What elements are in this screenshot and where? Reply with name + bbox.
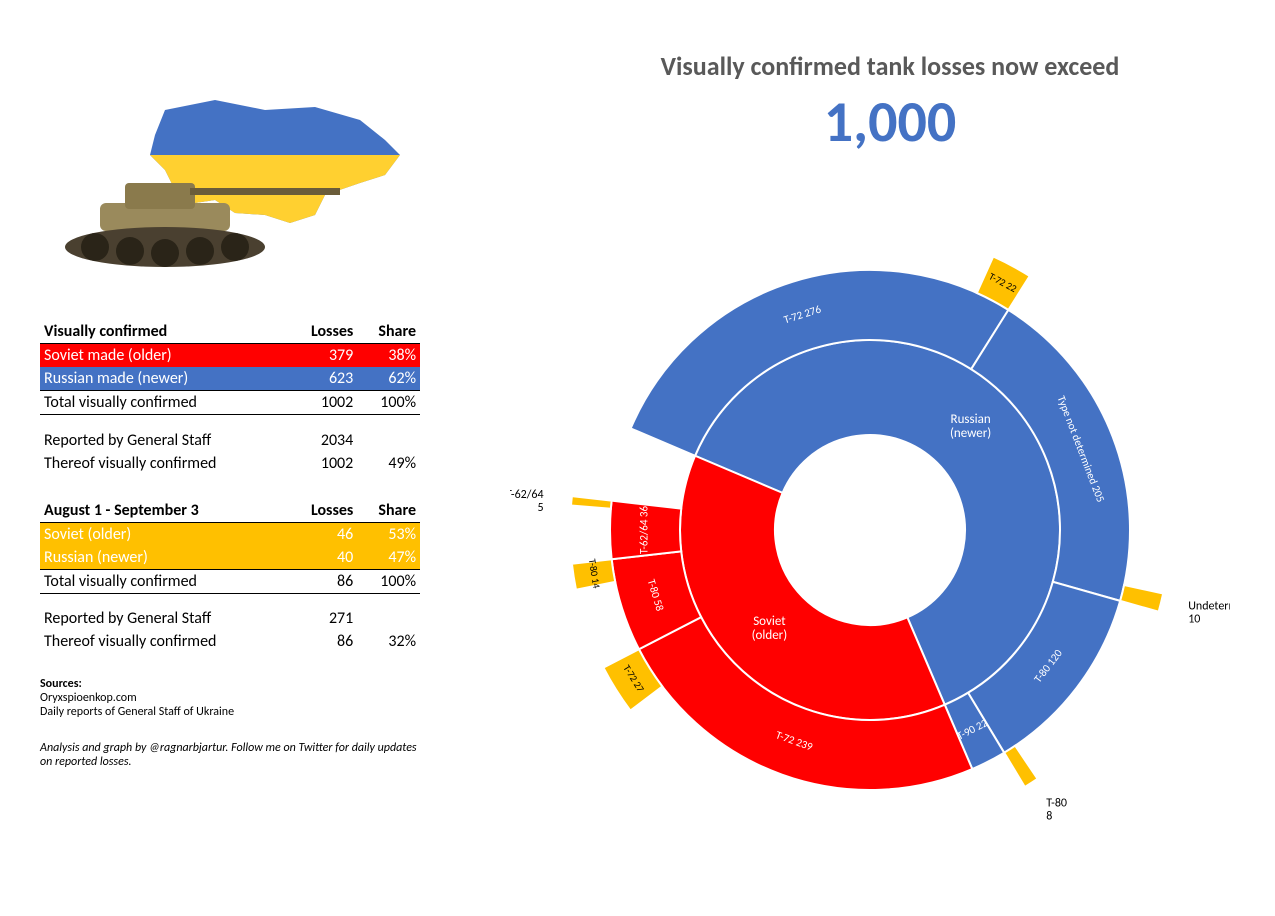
table-visually-confirmed: Visually confirmed Losses Share Soviet m… [40,320,420,475]
cell-label: Russian (newer) [40,546,288,570]
cell-share: 53% [357,522,420,546]
sunburst-label: Soviet(older) [752,614,788,643]
cell-share: 49% [357,452,420,475]
page-title: Visually confirmed tank losses now excee… [540,50,1240,157]
table-row: Total visually confirmed 86 100% [40,569,420,593]
cell-losses: 86 [288,569,357,593]
source-line: Daily reports of General Staff of Ukrain… [40,705,420,719]
table-header-row: August 1 - September 3 Losses Share [40,499,420,523]
col-label: August 1 - September 3 [40,499,288,523]
sunburst-ext-label: Undetermined10 [1188,599,1230,626]
cell-losses: 2034 [288,429,357,452]
sunburst-outer-slice [1004,746,1037,787]
table-row: Thereof visually confirmed 86 32% [40,630,420,653]
col-share: Share [357,320,420,344]
ukraine-tank-icon [55,85,425,295]
data-tables: Visually confirmed Losses Share Soviet m… [40,320,420,769]
table-row: Russian (newer) 40 47% [40,546,420,570]
cell-losses: 1002 [288,452,357,475]
table-august-period: August 1 - September 3 Losses Share Sovi… [40,499,420,654]
table-row: Soviet made (older) 379 38% [40,344,420,368]
cell-share: 100% [357,391,420,415]
cell-label: Russian made (newer) [40,367,288,391]
cell-losses: 623 [288,367,357,391]
col-share: Share [357,499,420,523]
table-row: Total visually confirmed 1002 100% [40,391,420,415]
hero-illustration [55,85,425,295]
cell-label: Total visually confirmed [40,391,288,415]
cell-losses: 271 [288,607,357,630]
title-text: Visually confirmed tank losses now excee… [540,50,1240,82]
cell-label: Soviet (older) [40,522,288,546]
sunburst-label: T-62/64 36 [638,506,651,554]
sunburst-ext-label: T-808 [1046,797,1067,824]
col-label: Visually confirmed [40,320,288,344]
col-losses: Losses [288,320,357,344]
cell-label: Reported by General Staff [40,607,288,630]
col-losses: Losses [288,499,357,523]
cell-label: Reported by General Staff [40,429,288,452]
sunburst-outer-slice [571,496,612,509]
cell-share: 32% [357,630,420,653]
cell-losses: 1002 [288,391,357,415]
cell-label: Soviet made (older) [40,344,288,368]
title-number: 1,000 [540,86,1240,157]
cell-label: Thereof visually confirmed [40,630,288,653]
cell-losses: 379 [288,344,357,368]
table-row: Russian made (newer) 623 62% [40,367,420,391]
table-header-row: Visually confirmed Losses Share [40,320,420,344]
cell-label: Thereof visually confirmed [40,452,288,475]
cell-label: Total visually confirmed [40,569,288,593]
cell-share [357,607,420,630]
cell-share: 62% [357,367,420,391]
sources-block: Sources: Oryxspioenkop.com Daily reports… [40,677,420,719]
cell-losses: 86 [288,630,357,653]
cell-losses: 40 [288,546,357,570]
sunburst-ext-label: T-62/645 [510,488,544,515]
table-row: Reported by General Staff 271 [40,607,420,630]
table-row: Reported by General Staff 2034 [40,429,420,452]
cell-share [357,429,420,452]
sunburst-chart: Russian(newer)Soviet(older)T-72 276Type … [510,190,1230,910]
table-row: Soviet (older) 46 53% [40,522,420,546]
cell-losses: 46 [288,522,357,546]
cell-share: 38% [357,344,420,368]
table-row: Thereof visually confirmed 1002 49% [40,452,420,475]
attribution-text: Analysis and graph by @ragnarbjartur. Fo… [40,741,420,769]
cell-share: 47% [357,546,420,570]
sunburst-label: Russian(newer) [950,412,991,441]
source-line: Oryxspioenkop.com [40,691,420,705]
cell-share: 100% [357,569,420,593]
sources-heading: Sources: [40,677,420,691]
sunburst-outer-slice [1120,585,1163,612]
